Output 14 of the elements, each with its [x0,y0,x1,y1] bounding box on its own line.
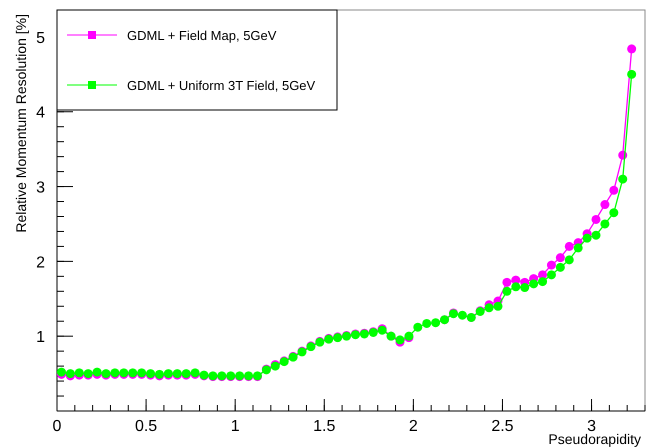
x-tick-label: 0.5 [134,418,158,435]
legend-label: GDML + Field Map, 5GeV [127,28,277,43]
x-tick-label: 1 [230,418,240,435]
x-tick-label: 2 [408,418,418,435]
x-tick-label: 1.5 [313,418,336,435]
y-tick-label: 4 [36,104,46,122]
y-tick-label: 2 [36,254,46,272]
x-tick-label: 2.5 [491,418,514,435]
y-tick-label: 3 [36,180,46,197]
x-tick-label: 0 [52,418,62,435]
legend-label: GDML + Uniform 3T Field, 5GeV [127,78,316,93]
y-tick-label: 5 [36,30,46,47]
y-axis-title: Relative Momentum Resolution [%] [13,14,29,233]
y-tick-label: 1 [36,329,46,346]
